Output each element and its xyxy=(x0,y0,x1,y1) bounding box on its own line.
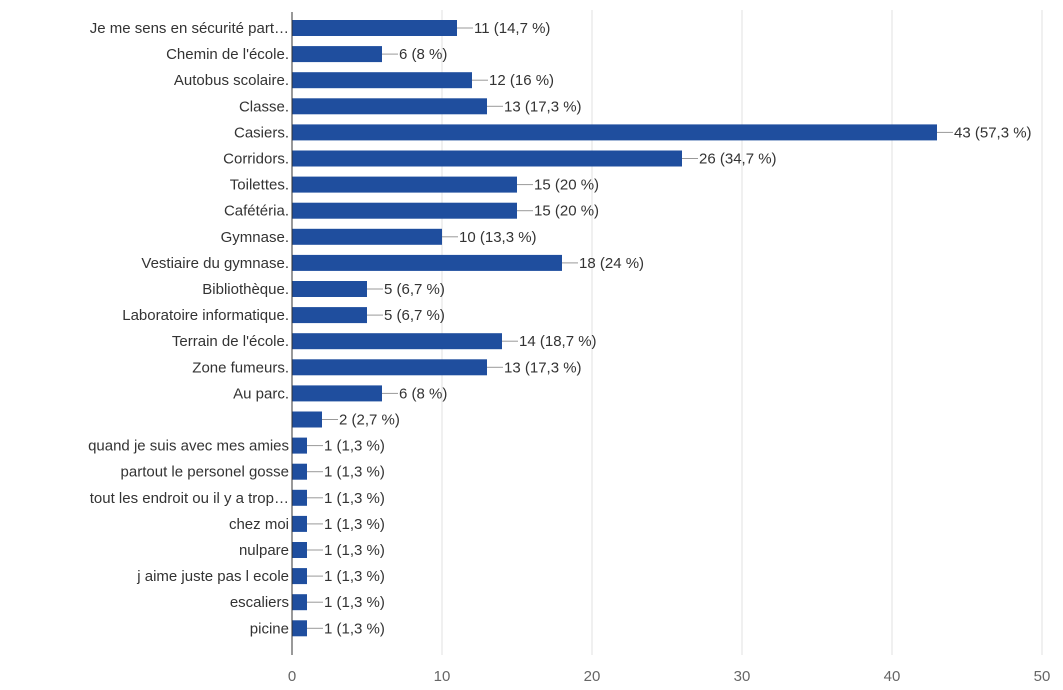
bar[interactable] xyxy=(292,568,307,585)
value-label: 1 (1,3 %) xyxy=(324,464,385,481)
bar[interactable] xyxy=(292,150,682,167)
category-label: Corridors. xyxy=(223,151,289,168)
category-labels: Je me sens en sécurité part… Chemin de l'… xyxy=(88,20,289,637)
category-label: Terrain de l'école. xyxy=(172,333,289,350)
category-label: Je me sens en sécurité part… xyxy=(90,20,289,37)
category-label: Zone fumeurs. xyxy=(192,359,289,376)
value-label: 43 (57,3 %) xyxy=(954,124,1032,141)
value-label: 6 (8 %) xyxy=(399,385,447,402)
value-label: 1 (1,3 %) xyxy=(324,490,385,507)
category-label: Chemin de l'école. xyxy=(166,46,289,63)
x-axis-ticks: 0 10 20 30 40 50 xyxy=(288,668,1051,685)
bar[interactable] xyxy=(292,437,307,454)
value-label: 1 (1,3 %) xyxy=(324,542,385,559)
x-tick-label: 0 xyxy=(288,668,296,685)
value-label: 5 (6,7 %) xyxy=(384,281,445,298)
bar[interactable] xyxy=(292,620,307,637)
category-label: Classe. xyxy=(239,98,289,115)
value-label: 1 (1,3 %) xyxy=(324,594,385,611)
value-label: 1 (1,3 %) xyxy=(324,620,385,637)
value-label: 18 (24 %) xyxy=(579,255,644,272)
bar[interactable] xyxy=(292,515,307,532)
category-label: Laboratoire informatique. xyxy=(122,307,289,324)
x-tick-label: 40 xyxy=(884,668,901,685)
category-label: picine xyxy=(250,620,289,637)
value-label: 15 (20 %) xyxy=(534,203,599,220)
bar[interactable] xyxy=(292,489,307,506)
category-label: Au parc. xyxy=(233,385,289,402)
value-label: 15 (20 %) xyxy=(534,177,599,194)
value-label: 1 (1,3 %) xyxy=(324,438,385,455)
bar[interactable] xyxy=(292,202,517,219)
bar[interactable] xyxy=(292,594,307,611)
category-label: escaliers xyxy=(230,594,289,611)
bar[interactable] xyxy=(292,333,502,350)
value-label: 5 (6,7 %) xyxy=(384,307,445,324)
category-label: quand je suis avec mes amies xyxy=(88,438,289,455)
x-tick-label: 20 xyxy=(584,668,601,685)
value-label: 2 (2,7 %) xyxy=(339,412,400,429)
value-labels: 11 (14,7 %) 6 (8 %) 12 (16 %) 13 (17,3 %) 43… xyxy=(324,20,1032,637)
value-label: 1 (1,3 %) xyxy=(324,516,385,533)
bar[interactable] xyxy=(292,542,307,558)
bar[interactable] xyxy=(292,98,487,115)
value-label: 12 (16 %) xyxy=(489,72,554,89)
value-label: 13 (17,3 %) xyxy=(504,98,582,115)
x-tick-label: 50 xyxy=(1034,668,1051,685)
value-label: 13 (17,3 %) xyxy=(504,359,582,376)
category-label: partout le personel gosse xyxy=(121,464,289,481)
category-label: Autobus scolaire. xyxy=(174,72,289,89)
category-label: nulpare xyxy=(239,542,289,559)
bar[interactable] xyxy=(292,228,442,245)
bar[interactable] xyxy=(292,411,322,428)
bar[interactable] xyxy=(292,20,457,36)
bar[interactable] xyxy=(292,385,382,402)
value-connectors xyxy=(307,27,953,629)
value-label: 14 (18,7 %) xyxy=(519,333,597,350)
bar[interactable] xyxy=(292,254,562,271)
bars xyxy=(292,20,937,637)
category-label: chez moi xyxy=(229,516,289,533)
bar[interactable] xyxy=(292,281,367,297)
bar[interactable] xyxy=(292,307,367,324)
category-label: Gymnase. xyxy=(221,229,289,246)
bar[interactable] xyxy=(292,124,937,141)
bar[interactable] xyxy=(292,359,487,376)
category-label: Toilettes. xyxy=(230,177,289,194)
category-label: Cafétéria. xyxy=(224,203,289,220)
category-label: Bibliothèque. xyxy=(202,281,289,298)
category-label: tout les endroit ou il y a trop… xyxy=(90,490,289,507)
bar[interactable] xyxy=(292,176,517,193)
bar[interactable] xyxy=(292,72,472,89)
value-label: 1 (1,3 %) xyxy=(324,568,385,585)
value-label: 6 (8 %) xyxy=(399,46,447,63)
bar[interactable] xyxy=(292,46,382,63)
category-label: Vestiaire du gymnase. xyxy=(141,255,289,272)
category-label: Casiers. xyxy=(234,124,289,141)
x-tick-label: 10 xyxy=(434,668,451,685)
category-label: j aime juste pas l ecole xyxy=(136,568,289,585)
value-label: 11 (14,7 %) xyxy=(474,20,550,37)
gridlines xyxy=(441,10,1043,655)
x-tick-label: 30 xyxy=(734,668,751,685)
value-label: 26 (34,7 %) xyxy=(699,151,777,168)
value-label: 10 (13,3 %) xyxy=(459,229,537,246)
bar[interactable] xyxy=(292,463,307,480)
